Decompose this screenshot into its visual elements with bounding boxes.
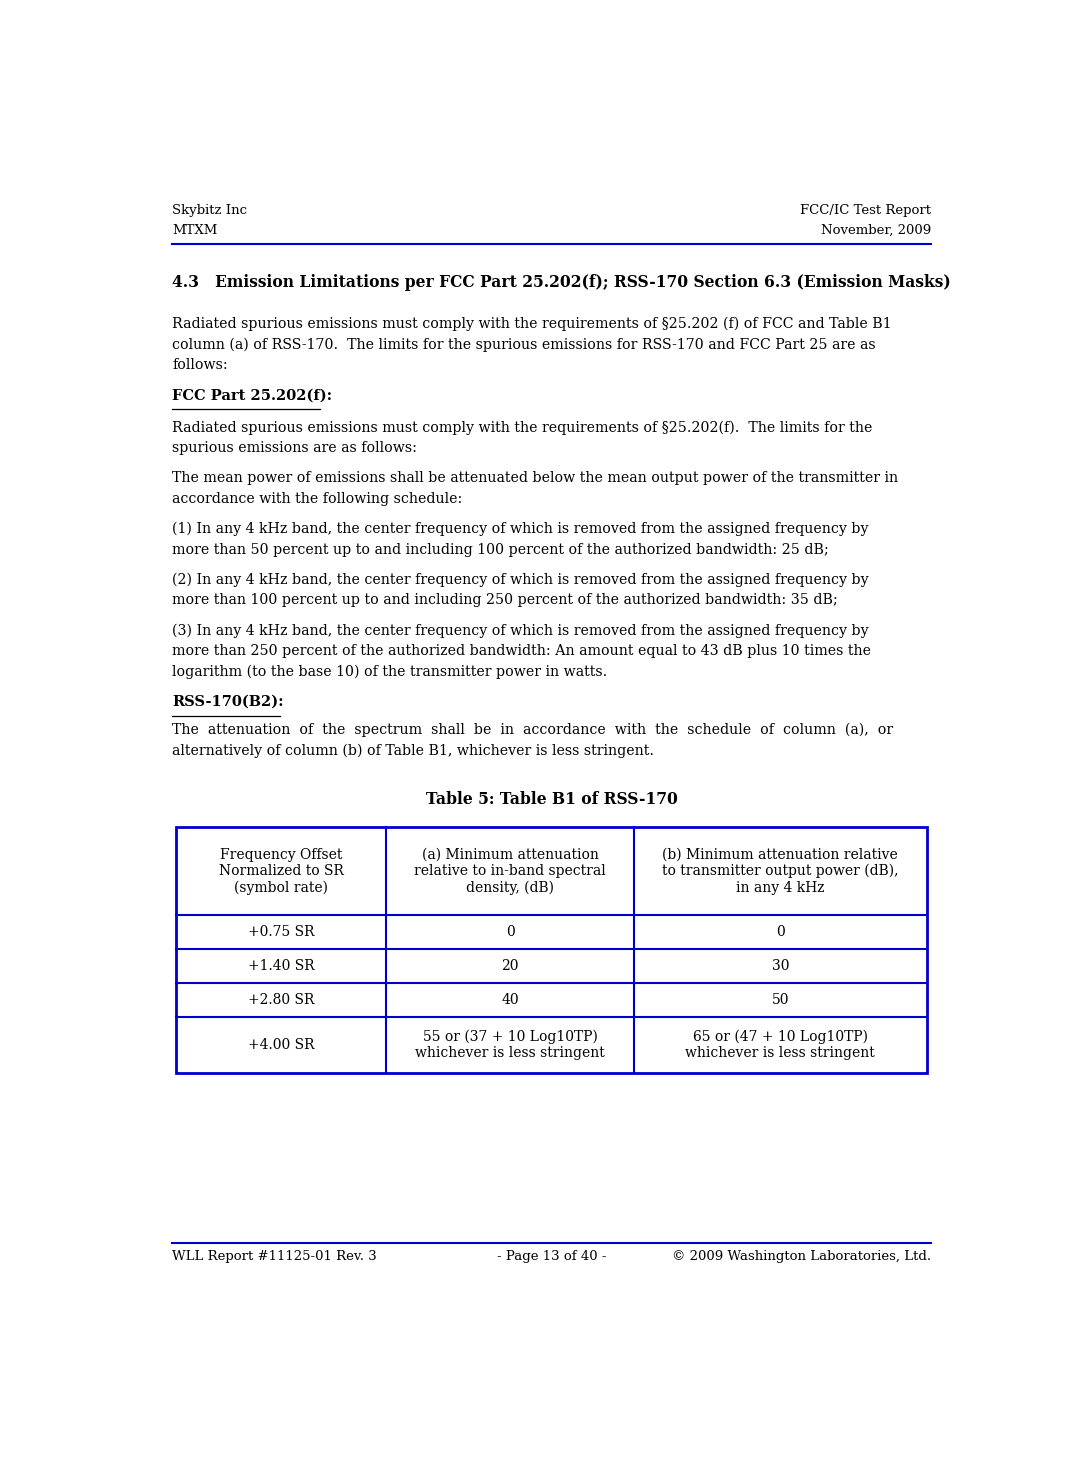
Text: Frequency Offset
Normalized to SR
(symbol rate): Frequency Offset Normalized to SR (symbo… (218, 848, 343, 895)
Text: (b) Minimum attenuation relative
to transmitter output power (dB),
in any 4 kHz: (b) Minimum attenuation relative to tran… (662, 848, 898, 895)
Text: (a) Minimum attenuation
relative to in-band spectral
density, (dB): (a) Minimum attenuation relative to in-b… (414, 848, 606, 895)
Text: FCC/IC Test Report: FCC/IC Test Report (799, 203, 931, 217)
Text: November, 2009: November, 2009 (821, 224, 931, 237)
Text: The mean power of emissions shall be attenuated below the mean output power of t: The mean power of emissions shall be att… (172, 471, 898, 485)
Text: spurious emissions are as follows:: spurious emissions are as follows: (172, 441, 417, 455)
Text: 65 or (47 + 10 Log10TP)
whichever is less stringent: 65 or (47 + 10 Log10TP) whichever is les… (685, 1029, 875, 1060)
Text: column (a) of RSS-170.  The limits for the spurious emissions for RSS-170 and FC: column (a) of RSS-170. The limits for th… (172, 337, 876, 351)
Text: 40: 40 (501, 993, 519, 1007)
Text: 30: 30 (771, 959, 789, 974)
Text: RSS-170(B2):: RSS-170(B2): (172, 695, 284, 709)
Text: 55 or (37 + 10 Log10TP)
whichever is less stringent: 55 or (37 + 10 Log10TP) whichever is les… (415, 1029, 605, 1060)
Text: (2) In any 4 kHz band, the center frequency of which is removed from the assigne: (2) In any 4 kHz band, the center freque… (172, 572, 868, 587)
Bar (176, 827, 926, 1073)
Text: 4.3   Emission Limitations per FCC Part 25.202(f); RSS-170 Section 6.3 (Emission: 4.3 Emission Limitations per FCC Part 25… (172, 274, 951, 291)
Text: 0: 0 (776, 925, 784, 938)
Text: Radiated spurious emissions must comply with the requirements of §25.202(f).  Th: Radiated spurious emissions must comply … (172, 420, 873, 435)
Text: 0: 0 (506, 925, 514, 938)
Text: +0.75 SR: +0.75 SR (247, 925, 314, 938)
Text: (1) In any 4 kHz band, the center frequency of which is removed from the assigne: (1) In any 4 kHz band, the center freque… (172, 521, 868, 536)
Text: WLL Report #11125-01 Rev. 3: WLL Report #11125-01 Rev. 3 (172, 1250, 377, 1263)
Text: logarithm (to the base 10) of the transmitter power in watts.: logarithm (to the base 10) of the transm… (172, 665, 607, 679)
Text: more than 50 percent up to and including 100 percent of the authorized bandwidth: more than 50 percent up to and including… (172, 543, 829, 556)
Text: accordance with the following schedule:: accordance with the following schedule: (172, 492, 463, 507)
Text: - Page 13 of 40 -: - Page 13 of 40 - (497, 1250, 606, 1263)
Text: Skybitz Inc: Skybitz Inc (172, 203, 247, 217)
Text: FCC Part 25.202(f):: FCC Part 25.202(f): (172, 388, 332, 403)
Text: (3) In any 4 kHz band, the center frequency of which is removed from the assigne: (3) In any 4 kHz band, the center freque… (172, 624, 868, 638)
Text: more than 250 percent of the authorized bandwidth: An amount equal to 43 dB plus: more than 250 percent of the authorized … (172, 644, 872, 657)
Text: © 2009 Washington Laboratories, Ltd.: © 2009 Washington Laboratories, Ltd. (671, 1250, 931, 1263)
Text: alternatively of column (b) of Table B1, whichever is less stringent.: alternatively of column (b) of Table B1,… (172, 744, 654, 758)
Text: MTXM: MTXM (172, 224, 217, 237)
Text: Table 5: Table B1 of RSS-170: Table 5: Table B1 of RSS-170 (425, 791, 678, 808)
Text: The  attenuation  of  the  spectrum  shall  be  in  accordance  with  the  sched: The attenuation of the spectrum shall be… (172, 722, 893, 736)
Text: 50: 50 (771, 993, 789, 1007)
Text: 20: 20 (501, 959, 519, 974)
Text: +1.40 SR: +1.40 SR (247, 959, 314, 974)
Text: Radiated spurious emissions must comply with the requirements of §25.202 (f) of : Radiated spurious emissions must comply … (172, 316, 892, 331)
Text: +2.80 SR: +2.80 SR (249, 993, 314, 1007)
Text: follows:: follows: (172, 359, 228, 372)
Text: +4.00 SR: +4.00 SR (247, 1038, 314, 1051)
Text: more than 100 percent up to and including 250 percent of the authorized bandwidt: more than 100 percent up to and includin… (172, 593, 838, 608)
